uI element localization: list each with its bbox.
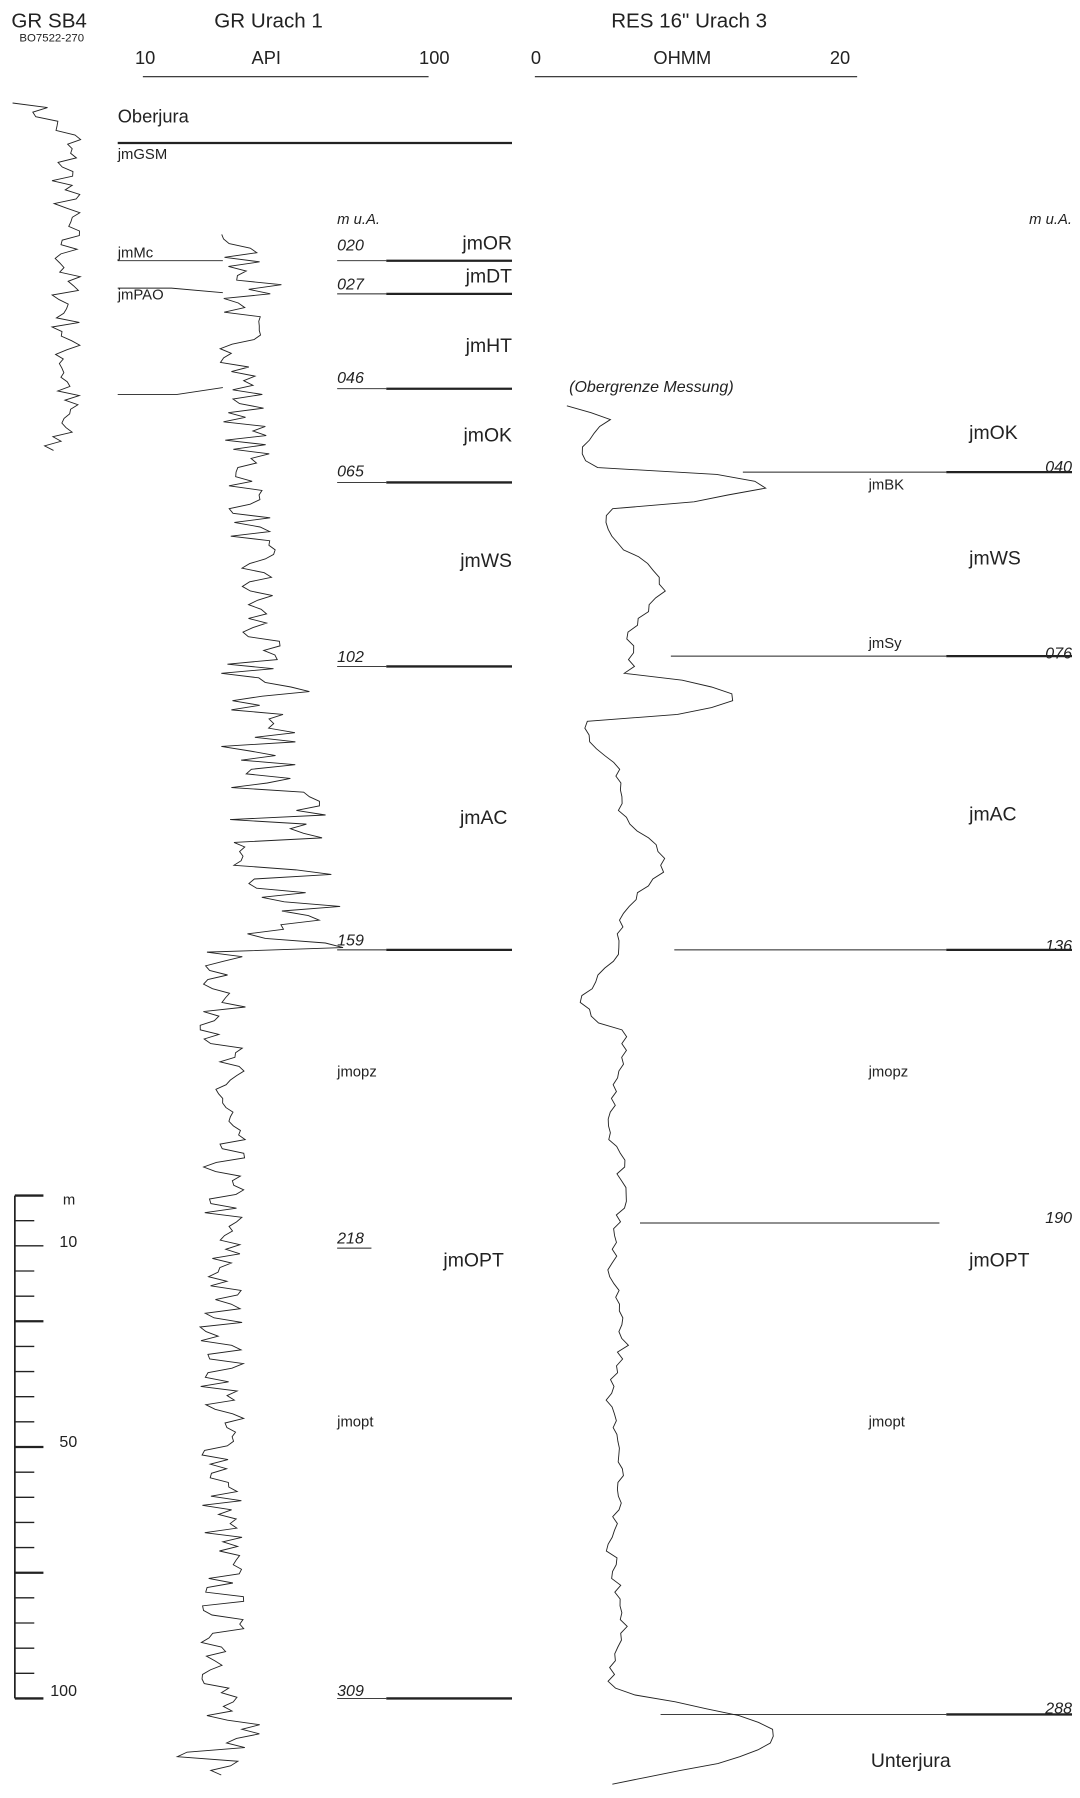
boundary — [117, 287, 223, 294]
unit-label: jmAC — [459, 807, 507, 829]
axis-unit: API — [252, 47, 281, 68]
unit-label: jmOPT — [442, 1249, 504, 1271]
depth-label: 102 — [337, 649, 364, 666]
log-curve — [175, 234, 344, 1776]
depth-unit: m u.A. — [337, 212, 380, 228]
unit-label: jmAC — [968, 804, 1016, 826]
unit-label: jmopz — [336, 1065, 377, 1081]
unit-label: jmOR — [461, 232, 512, 254]
member-label: jmMc — [117, 245, 154, 261]
axis-min: 10 — [135, 47, 155, 68]
depth-label: 309 — [337, 1683, 364, 1700]
unit-label: jmopz — [868, 1065, 909, 1081]
layout — [14, 76, 940, 1699]
depth-label: 076 — [1045, 645, 1072, 662]
depth-label: 190 — [1045, 1210, 1072, 1227]
title: RES 16" Urach 3 — [611, 10, 767, 33]
member-label: jmPAO — [117, 288, 164, 304]
axis-min: 0 — [531, 47, 541, 68]
log-curve — [12, 102, 82, 451]
depth-label: 027 — [337, 276, 365, 293]
scale-unit: m — [63, 1193, 75, 1209]
unit-label: jmDT — [465, 265, 512, 287]
title: GR SB4 — [11, 10, 86, 33]
unit-label: jmopt — [336, 1414, 374, 1430]
depth-label: 020 — [337, 237, 364, 254]
unit-label: jmOK — [462, 424, 512, 446]
member-label: jmGSM — [117, 147, 167, 163]
unit-label: jmBK — [868, 477, 905, 493]
unit-label: Oberjura — [118, 105, 190, 126]
depth-label: 218 — [336, 1231, 364, 1248]
log-curve — [566, 405, 774, 1785]
boundary — [117, 387, 223, 395]
depth-label: 046 — [337, 370, 364, 387]
unit-label: Unterjura — [871, 1750, 951, 1772]
depth-label: 288 — [1044, 1700, 1072, 1717]
unit-label: jmHT — [465, 335, 512, 357]
axis-max: 100 — [419, 47, 449, 68]
scale-label: 10 — [59, 1234, 77, 1251]
unit-label: jmWS — [968, 548, 1021, 570]
subtitle: BO7522-270 — [19, 32, 84, 44]
axis-max: 20 — [830, 47, 850, 68]
unit-label: jmopt — [868, 1414, 906, 1430]
scale-label: 100 — [50, 1683, 77, 1700]
scale-label: 50 — [59, 1434, 77, 1451]
depth-label: 136 — [1045, 938, 1072, 955]
depth-unit: m u.A. — [1029, 212, 1072, 228]
depth-label: 040 — [1045, 459, 1072, 476]
unit-label: jmWS — [459, 550, 512, 572]
depth-label: 065 — [337, 464, 364, 481]
axis-unit: OHMM — [653, 47, 711, 68]
unit-label: jmOPT — [968, 1249, 1030, 1271]
title: GR Urach 1 — [214, 10, 323, 33]
note: (Obergrenze Messung) — [569, 379, 734, 396]
depth-label: 159 — [337, 932, 364, 949]
unit-label: jmOK — [968, 422, 1018, 444]
unit-label: jmSy — [868, 636, 903, 652]
